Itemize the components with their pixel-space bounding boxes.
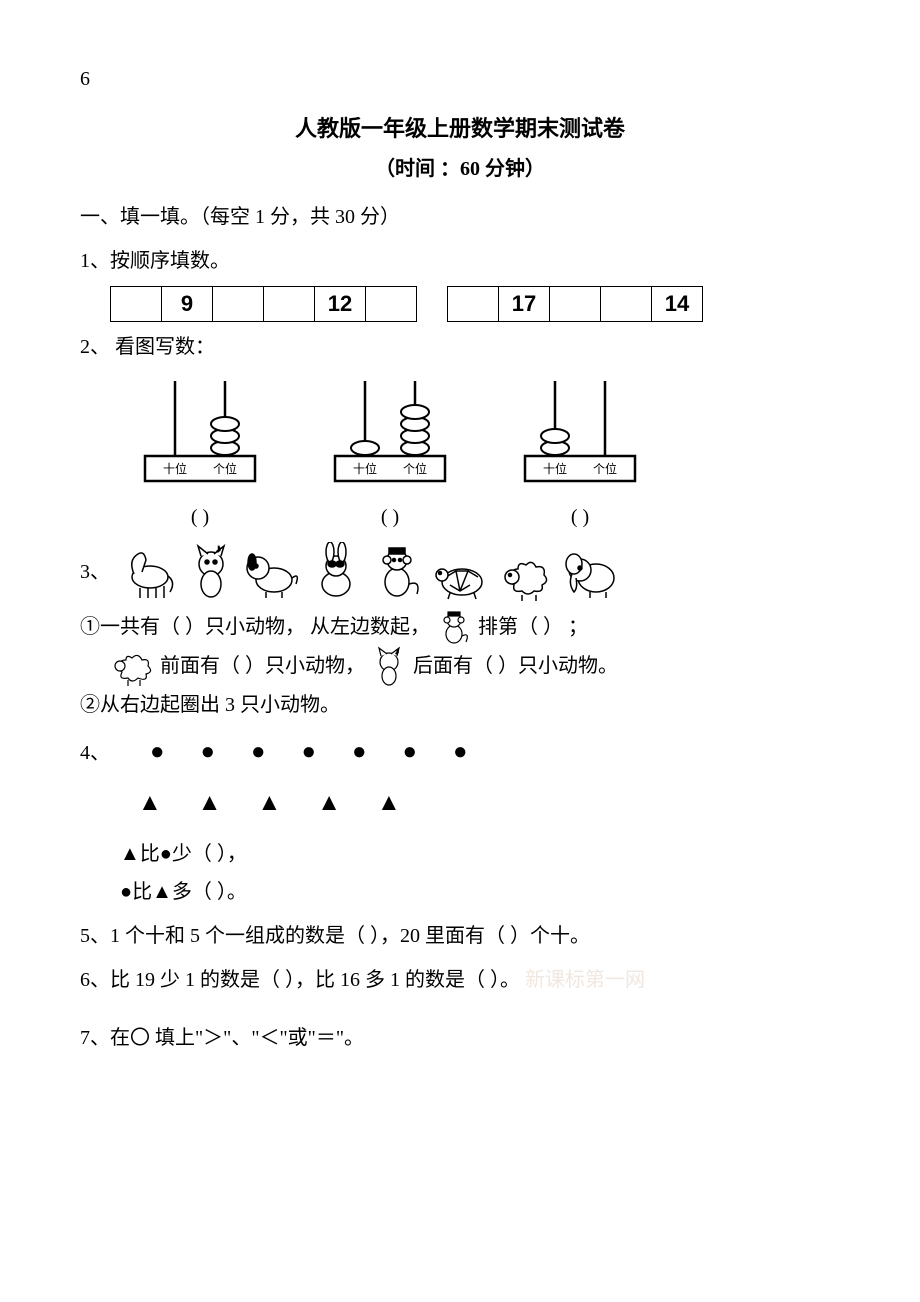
answer-blank: ( )	[130, 498, 270, 536]
rabbit-icon	[308, 542, 363, 602]
tens-label: 十位	[543, 461, 567, 476]
q3-text: ①一共有（ ）只小动物， 从左边数起，	[80, 608, 430, 646]
ones-label: 个位	[403, 461, 427, 476]
sheep-icon	[108, 646, 156, 686]
q1-b-cell	[601, 287, 652, 321]
ones-label: 个位	[593, 461, 617, 476]
watermark-text: 新课标第一网	[525, 969, 645, 991]
page-number: 6	[80, 60, 840, 98]
q2-abacus-row: 十位 个位 十位 个位 十位 个位	[130, 376, 840, 486]
tens-label: 十位	[353, 461, 377, 476]
q3-line1: ①一共有（ ）只小动物， 从左边数起， 排第（ ） ；	[80, 608, 840, 646]
dog-icon	[242, 542, 302, 602]
q4-line2: ●比▲多（ ）。	[120, 873, 840, 911]
q1-a-cell	[366, 287, 416, 321]
abacus-1: 十位 个位	[130, 376, 270, 486]
section-1-heading: 一、填一填。（每空 1 分，共 30 分）	[80, 198, 840, 236]
q1-group-b: 17 14	[447, 286, 703, 322]
q6-text: 6、比 19 少 1 的数是（ ），比 16 多 1 的数是（ ）。	[80, 969, 520, 991]
q3-text: 后面有（ ）只小动物。	[413, 647, 618, 685]
tens-label: 十位	[163, 461, 187, 476]
turtle-icon	[430, 547, 490, 602]
q4-label: 4、	[80, 734, 110, 772]
q1-a-cell	[213, 287, 264, 321]
elephant-icon	[562, 542, 622, 602]
q1-a-cell: 9	[162, 287, 213, 321]
q3-line2: 前面有（ ）只小动物， ♪ 后面有（ ）只小动物。	[104, 646, 840, 686]
q3-line3: ②从右边起圈出 3 只小动物。	[80, 686, 840, 724]
monkey-icon	[369, 542, 424, 602]
cat-icon: ♪	[186, 542, 236, 602]
q1-b-cell	[550, 287, 601, 321]
abacus-icon: 十位 个位	[510, 376, 650, 486]
q1-label: 1、按顺序填数。	[80, 242, 840, 280]
triangles-row: ▲ ▲ ▲ ▲ ▲	[138, 781, 840, 827]
answer-blank: ( )	[510, 498, 650, 536]
monkey-icon	[434, 608, 474, 646]
q2-answers: ( ) ( ) ( )	[130, 498, 840, 536]
q2-label: 2、 看图写数：	[80, 328, 840, 366]
abacus-icon: 十位 个位	[130, 376, 270, 486]
exam-subtitle: （时间 ：60 分钟）	[80, 150, 840, 188]
q3-text: 排第（ ） ；	[478, 608, 588, 646]
sheep-icon	[496, 547, 556, 602]
q1-a-cell	[264, 287, 315, 321]
svg-text:♪: ♪	[216, 544, 221, 555]
q1-group-a: 9 12	[110, 286, 417, 322]
abacus-3: 十位 个位	[510, 376, 650, 486]
answer-blank: ( )	[320, 498, 460, 536]
q6: 6、比 19 少 1 的数是（ ），比 16 多 1 的数是（ ）。 新课标第一…	[80, 961, 840, 999]
q7: 7、在〇 填上"＞"、"＜"或"＝"。	[80, 1019, 840, 1057]
horse-icon	[120, 542, 180, 602]
q3-text: 前面有（ ）只小动物，	[160, 647, 365, 685]
q1-b-cell: 17	[499, 287, 550, 321]
q1-b-cell: 14	[652, 287, 702, 321]
animals-row: ♪	[120, 542, 622, 602]
exam-title: 人教版一年级上册数学期末测试卷	[80, 108, 840, 150]
abacus-2: 十位 个位	[320, 376, 460, 486]
q1-boxes: 9 12 17 14	[110, 286, 840, 322]
svg-text:♪: ♪	[395, 647, 399, 656]
cat-icon: ♪	[369, 646, 409, 686]
ones-label: 个位	[213, 461, 237, 476]
abacus-icon: 十位 个位	[320, 376, 460, 486]
q1-a-cell: 12	[315, 287, 366, 321]
q1-a-cell	[111, 287, 162, 321]
q3: 3、 ♪	[80, 542, 840, 602]
q5: 5、1 个十和 5 个一组成的数是（ ），20 里面有（ ）个十。	[80, 917, 840, 955]
q3-label: 3、	[80, 553, 110, 591]
q4: 4、 ● ● ● ● ● ● ●	[80, 730, 840, 776]
circles-row: ● ● ● ● ● ● ●	[150, 730, 473, 776]
q4-line1: ▲比●少（ ），	[120, 835, 840, 873]
q1-b-cell	[448, 287, 499, 321]
